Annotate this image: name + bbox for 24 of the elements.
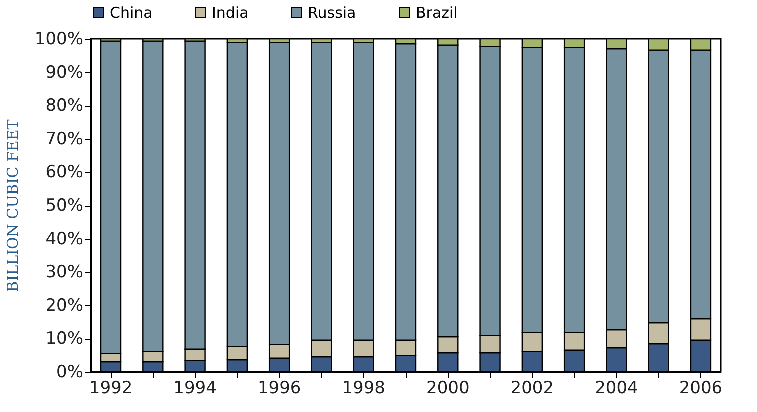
y-tick-label: 40% xyxy=(46,229,84,250)
y-axis-title: BILLION CUBIC FEET xyxy=(4,120,22,292)
legend-label: Brazil xyxy=(416,4,458,22)
legend-label: Russia xyxy=(308,4,356,22)
y-tick-label: 30% xyxy=(46,262,84,283)
y-tick-label: 20% xyxy=(46,296,84,316)
x-tick-label: 1992 xyxy=(89,378,133,398)
x-tick-label: 1994 xyxy=(174,378,217,398)
y-tick-label: 0% xyxy=(56,362,84,382)
y-tick-label: 60% xyxy=(46,162,84,183)
y-tick-label: 80% xyxy=(46,96,84,116)
y-tick-label: 50% xyxy=(46,196,84,216)
x-tick-label: 2004 xyxy=(595,378,638,398)
y-tick-label: 70% xyxy=(46,129,84,150)
x-tick-label: 2006 xyxy=(679,378,723,398)
y-tick-label: 10% xyxy=(46,329,84,350)
legend-label: China xyxy=(110,4,153,22)
x-tick-label: 1998 xyxy=(342,378,386,398)
y-tick-label: 90% xyxy=(46,62,84,83)
y-tick-label: 100% xyxy=(34,30,84,50)
x-tick-label: 2002 xyxy=(510,378,554,398)
x-tick-label: 2000 xyxy=(426,378,470,398)
x-tick-label: 1996 xyxy=(258,378,302,398)
legend-label: India xyxy=(212,4,249,22)
